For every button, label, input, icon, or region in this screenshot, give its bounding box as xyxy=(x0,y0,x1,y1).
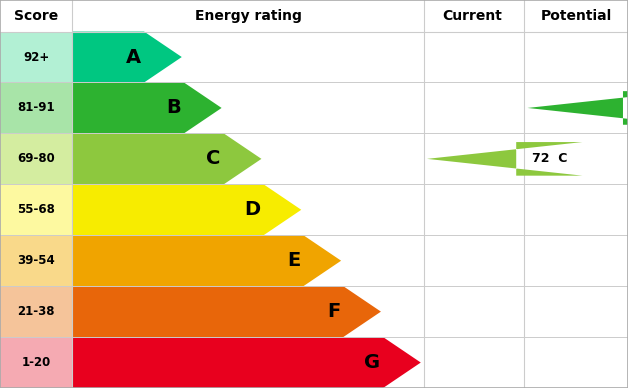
Text: 39-54: 39-54 xyxy=(17,254,55,267)
Bar xyxy=(0,184,72,235)
Text: 1-20: 1-20 xyxy=(21,356,51,369)
Polygon shape xyxy=(72,286,381,337)
Bar xyxy=(0,286,72,337)
Polygon shape xyxy=(528,91,628,125)
Text: 92+: 92+ xyxy=(23,50,49,64)
Polygon shape xyxy=(72,235,341,286)
Text: 69-80: 69-80 xyxy=(17,152,55,165)
Text: C: C xyxy=(206,149,220,168)
Text: 81-91: 81-91 xyxy=(18,101,55,114)
Text: Score: Score xyxy=(14,9,58,23)
Text: D: D xyxy=(244,200,261,219)
Text: Current: Current xyxy=(443,9,502,23)
Polygon shape xyxy=(72,31,181,83)
Text: B: B xyxy=(166,99,181,118)
Polygon shape xyxy=(72,184,301,235)
Text: 72  C: 72 C xyxy=(532,152,567,165)
Text: A: A xyxy=(126,47,141,66)
Bar xyxy=(0,83,72,133)
Text: Energy rating: Energy rating xyxy=(195,9,301,23)
Text: 21-38: 21-38 xyxy=(18,305,55,318)
Polygon shape xyxy=(72,83,222,133)
Text: Potential: Potential xyxy=(541,9,612,23)
Text: F: F xyxy=(327,302,340,321)
Polygon shape xyxy=(72,133,261,184)
Text: E: E xyxy=(287,251,300,270)
Bar xyxy=(0,235,72,286)
Bar xyxy=(0,31,72,83)
Text: 55-68: 55-68 xyxy=(17,203,55,216)
Text: G: G xyxy=(364,353,380,372)
Polygon shape xyxy=(72,337,421,388)
Bar xyxy=(0,133,72,184)
Polygon shape xyxy=(427,142,583,176)
Bar xyxy=(0,337,72,388)
